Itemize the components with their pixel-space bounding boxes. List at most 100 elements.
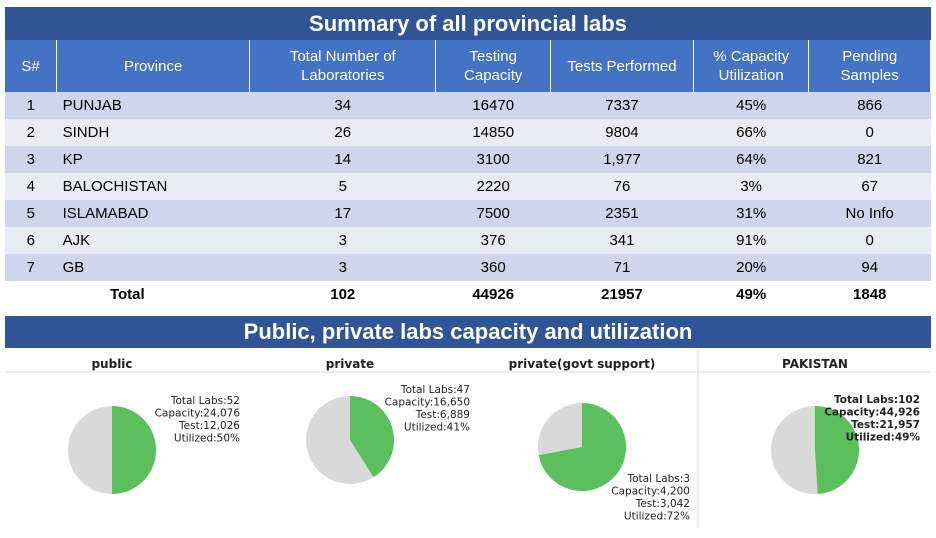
table-cell: 360 bbox=[435, 254, 551, 281]
table-cell: 0 bbox=[808, 227, 931, 254]
table-cell: PUNJAB bbox=[56, 92, 250, 119]
table-cell: 31% bbox=[693, 200, 809, 227]
table-cell: 71 bbox=[550, 254, 694, 281]
pie-panel: public Total Labs:52Capacity:24,076Test:1… bbox=[5, 350, 931, 528]
table-cell: 3% bbox=[693, 173, 809, 200]
pie-title: private bbox=[326, 357, 374, 371]
table-row: 6 AJK 3 376 341 91% 0 bbox=[5, 227, 931, 254]
table-cell: 67 bbox=[808, 173, 931, 200]
pie-slice bbox=[350, 396, 394, 478]
table-row: 4 BALOCHISTAN 5 2220 76 3% 67 bbox=[5, 173, 931, 200]
table-cell: 5 bbox=[5, 200, 57, 227]
table-cell: 9804 bbox=[550, 119, 694, 146]
table-cell: 94 bbox=[808, 254, 931, 281]
column-header: Total Number of Laboratories bbox=[249, 40, 437, 92]
table-cell: 64% bbox=[693, 146, 809, 173]
total-cell: 21957 bbox=[550, 281, 694, 308]
table-row: 1 PUNJAB 34 16470 7337 45% 866 bbox=[5, 92, 931, 119]
table-cell: 76 bbox=[550, 173, 694, 200]
table-cell: ISLAMABAD bbox=[56, 200, 250, 227]
table-cell: 1 bbox=[5, 92, 57, 119]
table-cell: 341 bbox=[550, 227, 694, 254]
pie-slice bbox=[815, 406, 859, 494]
table-cell: SINDH bbox=[56, 119, 250, 146]
table-cell: 7337 bbox=[550, 92, 694, 119]
pie-info: Utilized:49% bbox=[846, 432, 921, 444]
table-cell: 16470 bbox=[435, 92, 551, 119]
table-cell: 3 bbox=[249, 227, 436, 254]
table-cell: 376 bbox=[435, 227, 551, 254]
table-cell: GB bbox=[56, 254, 250, 281]
table-cell: 2220 bbox=[435, 173, 551, 200]
pie-info: Total Labs:3 bbox=[627, 473, 691, 485]
total-cell: 44926 bbox=[435, 281, 551, 308]
table-row: 5 ISLAMABAD 17 7500 2351 31% No Info bbox=[5, 200, 931, 227]
pie-info: Utilized:41% bbox=[404, 422, 470, 434]
table-cell: 4 bbox=[5, 173, 57, 200]
table-cell: 91% bbox=[693, 227, 809, 254]
pie-info: Utilized:72% bbox=[624, 511, 690, 523]
table-cell: 1,977 bbox=[550, 146, 694, 173]
total-cell: Total bbox=[5, 281, 250, 308]
table-cell: 20% bbox=[693, 254, 809, 281]
table-cell: 3 bbox=[5, 146, 57, 173]
table-cell: 3100 bbox=[435, 146, 551, 173]
table-row: 3 KP 14 3100 1,977 64% 821 bbox=[5, 146, 931, 173]
total-row: Total 102 44926 21957 49% 1848 bbox=[5, 281, 931, 308]
pie-info: Total Labs:102 bbox=[834, 394, 920, 406]
table-cell: 17 bbox=[249, 200, 436, 227]
table-cell: 6 bbox=[5, 227, 57, 254]
table-cell: 5 bbox=[249, 173, 436, 200]
table-cell: 3 bbox=[249, 254, 436, 281]
pie-slice bbox=[538, 403, 627, 491]
pie-info: Capacity:16,650 bbox=[385, 397, 470, 409]
table-cell: 7500 bbox=[435, 200, 551, 227]
table-cell: 0 bbox=[808, 119, 931, 146]
total-cell: 49% bbox=[693, 281, 809, 308]
pie-info: Utilized:50% bbox=[174, 433, 240, 445]
column-header: % Capacity Utilization bbox=[693, 40, 810, 92]
pie-info: Capacity:44,926 bbox=[824, 407, 920, 419]
table-cell: 7 bbox=[5, 254, 57, 281]
table-cell: 821 bbox=[808, 146, 931, 173]
section-title: Public, private labs capacity and utiliz… bbox=[5, 316, 931, 348]
summary-table: S# Province Total Number of Laboratories Te… bbox=[5, 40, 931, 308]
table-cell: 14 bbox=[249, 146, 436, 173]
table-row: 2 SINDH 26 14850 9804 66% 0 bbox=[5, 119, 931, 146]
total-cell: 1848 bbox=[808, 281, 931, 308]
table-cell: 34 bbox=[249, 92, 436, 119]
pie-info: Capacity:24,076 bbox=[155, 408, 241, 420]
table-cell: 45% bbox=[693, 92, 809, 119]
column-header: Testing Capacity bbox=[435, 40, 551, 92]
total-cell: 102 bbox=[249, 281, 436, 308]
column-header: S# bbox=[5, 40, 58, 92]
table-cell: 66% bbox=[693, 119, 809, 146]
column-header: Pending Samples bbox=[808, 40, 931, 92]
header-row: S# Province Total Number of Laboratories Te… bbox=[5, 40, 931, 92]
pie-slice bbox=[112, 406, 156, 494]
pie-info: Test:12,026 bbox=[178, 420, 240, 432]
table-title: Summary of all provincial labs bbox=[5, 7, 931, 40]
table-cell: AJK bbox=[56, 227, 250, 254]
pie-info: Test:3,042 bbox=[635, 498, 690, 510]
pie-info: Test:21,957 bbox=[851, 419, 920, 431]
column-header: Tests Performed bbox=[550, 40, 694, 92]
pie-info: Capacity:4,200 bbox=[611, 486, 690, 498]
table-cell: BALOCHISTAN bbox=[56, 173, 250, 200]
column-header: Province bbox=[56, 40, 251, 92]
table-cell: 2 bbox=[5, 119, 57, 146]
table-cell: KP bbox=[56, 146, 250, 173]
table-cell: 2351 bbox=[550, 200, 694, 227]
pie-title: PAKISTAN bbox=[782, 357, 848, 371]
table-cell: 26 bbox=[249, 119, 436, 146]
table-cell: No Info bbox=[808, 200, 931, 227]
pie-title: public bbox=[91, 357, 132, 371]
pie-title: private(govt support) bbox=[509, 357, 656, 371]
pie-info: Test:6,889 bbox=[415, 409, 470, 421]
table-row: 7 GB 3 360 71 20% 94 bbox=[5, 254, 931, 281]
table-cell: 866 bbox=[808, 92, 931, 119]
pie-info: Total Labs:47 bbox=[400, 384, 470, 396]
table-cell: 14850 bbox=[435, 119, 551, 146]
pie-info: Total Labs:52 bbox=[170, 395, 240, 407]
